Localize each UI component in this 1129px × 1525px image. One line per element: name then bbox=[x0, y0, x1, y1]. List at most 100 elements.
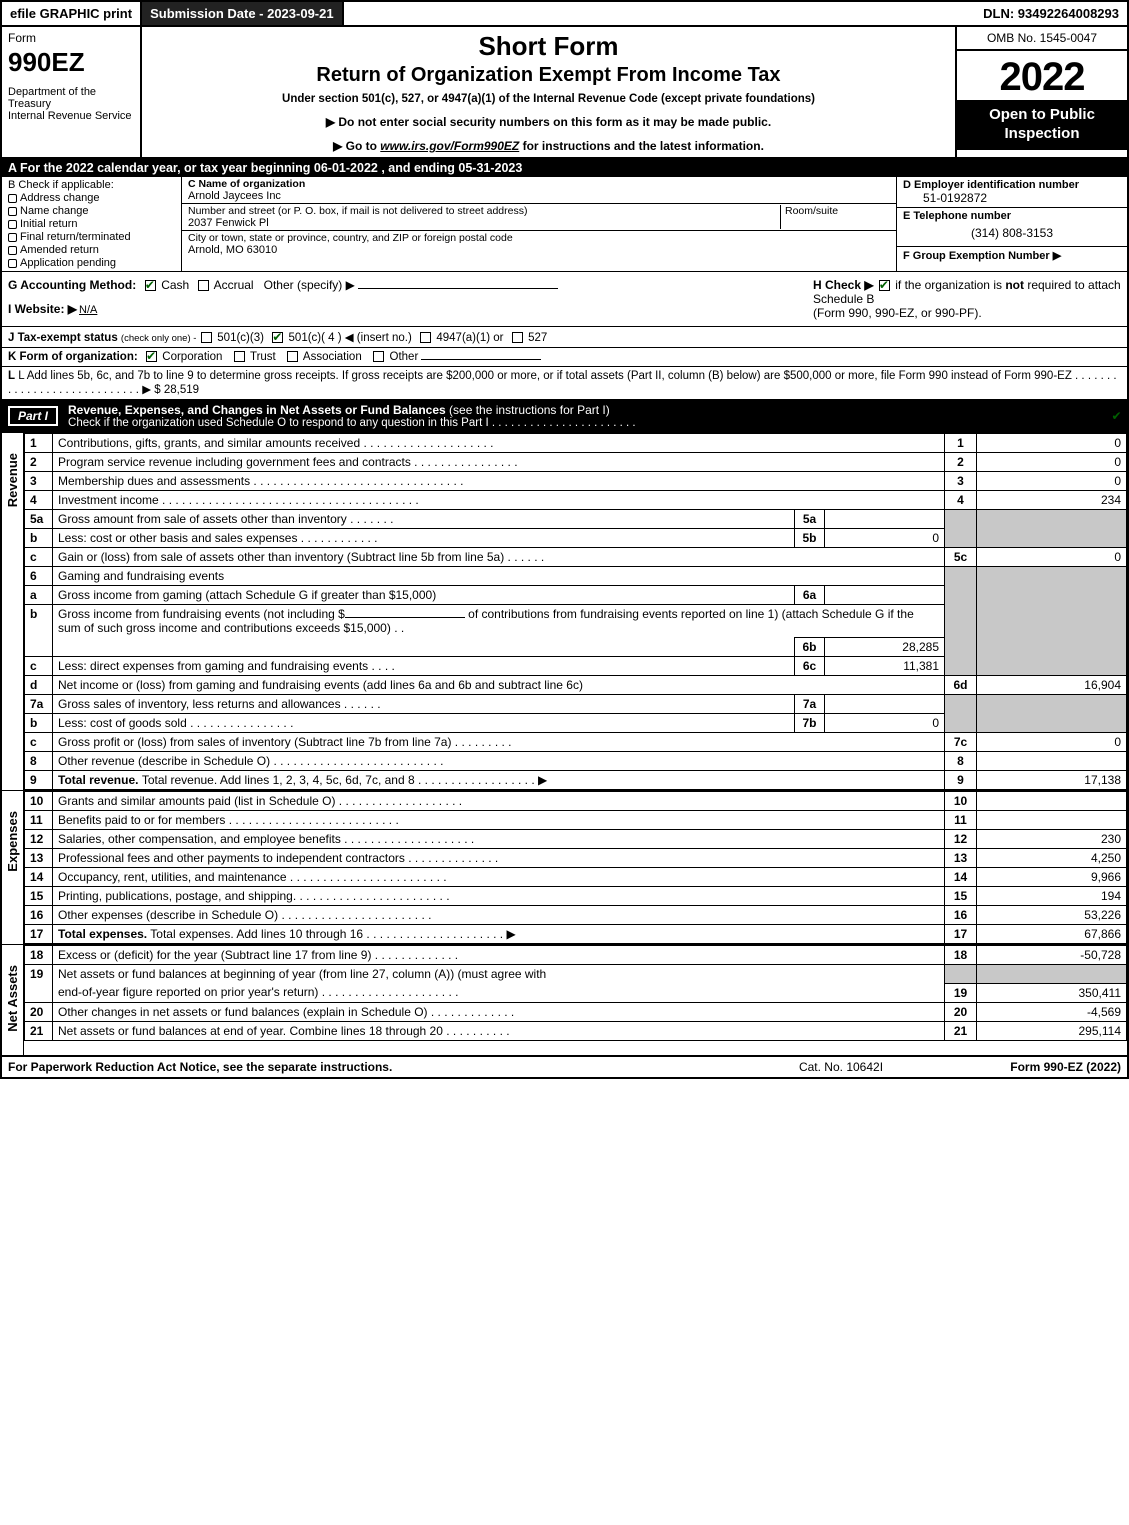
chk-501c[interactable] bbox=[272, 332, 283, 343]
line-2-val: 0 bbox=[977, 453, 1127, 472]
line-15-desc: Printing, publications, postage, and shi… bbox=[53, 887, 945, 906]
line-4-val: 234 bbox=[977, 491, 1127, 510]
i-website: I Website: ▶N/A bbox=[8, 302, 801, 316]
line-17-val: 67,866 bbox=[977, 925, 1127, 944]
line-5b-desc: Less: cost or other basis and sales expe… bbox=[53, 529, 795, 548]
chk-accrual[interactable] bbox=[198, 280, 209, 291]
line-20-val: -4,569 bbox=[977, 1002, 1127, 1021]
opt-final-return[interactable]: Final return/terminated bbox=[8, 231, 175, 243]
section-gh: G Accounting Method: Cash Accrual Other … bbox=[2, 272, 1127, 327]
section-bcd: B Check if applicable: Address change Na… bbox=[2, 177, 1127, 272]
form-label: Form bbox=[8, 31, 134, 45]
line-8-desc: Other revenue (describe in Schedule O) .… bbox=[53, 752, 945, 771]
revenue-table: 1Contributions, gifts, grants, and simil… bbox=[24, 433, 1127, 790]
footer-right: Form 990-EZ (2022) bbox=[941, 1060, 1121, 1074]
opt-application-pending[interactable]: Application pending bbox=[8, 257, 175, 269]
chk-schedule-o[interactable] bbox=[1112, 411, 1123, 422]
room-label: Room/suite bbox=[785, 205, 838, 217]
note-link: ▶ Go to www.irs.gov/Form990EZ for instru… bbox=[148, 139, 949, 153]
org-name: Arnold Jaycees Inc bbox=[188, 190, 281, 202]
line-6a-val bbox=[825, 586, 945, 605]
chk-corp[interactable] bbox=[146, 351, 157, 362]
line-6c-val: 11,381 bbox=[825, 657, 945, 676]
chk-cash[interactable] bbox=[145, 280, 156, 291]
line-18-val: -50,728 bbox=[977, 946, 1127, 965]
chk-trust[interactable] bbox=[234, 351, 245, 362]
omb-number: OMB No. 1545-0047 bbox=[957, 27, 1127, 51]
d-ein: D Employer identification number 51-0192… bbox=[897, 177, 1127, 208]
header-center: Short Form Return of Organization Exempt… bbox=[142, 27, 957, 157]
line-k: K Form of organization: Corporation Trus… bbox=[2, 348, 1127, 367]
part-i-header: Part I Revenue, Expenses, and Changes in… bbox=[2, 400, 1127, 433]
page-footer: For Paperwork Reduction Act Notice, see … bbox=[2, 1055, 1127, 1077]
line-13-val: 4,250 bbox=[977, 849, 1127, 868]
section-def: D Employer identification number 51-0192… bbox=[897, 177, 1127, 271]
line-4-desc: Investment income . . . . . . . . . . . … bbox=[53, 491, 945, 510]
expenses-vlabel: Expenses bbox=[2, 791, 24, 944]
form-title: Return of Organization Exempt From Incom… bbox=[148, 64, 949, 87]
opt-address-change[interactable]: Address change bbox=[8, 192, 175, 204]
form-subtitle: Under section 501(c), 527, or 4947(a)(1)… bbox=[148, 93, 949, 105]
chk-h[interactable] bbox=[879, 280, 890, 291]
line-18-desc: Excess or (deficit) for the year (Subtra… bbox=[53, 946, 945, 965]
line-9-desc: Total revenue. Total revenue. Add lines … bbox=[53, 771, 945, 790]
netassets-vlabel: Net Assets bbox=[2, 945, 24, 1055]
chk-501c3[interactable] bbox=[201, 332, 212, 343]
line-21-val: 295,114 bbox=[977, 1021, 1127, 1040]
line-11-desc: Benefits paid to or for members . . . . … bbox=[53, 811, 945, 830]
line-7a-desc: Gross sales of inventory, less returns a… bbox=[53, 695, 795, 714]
irs-link[interactable]: www.irs.gov/Form990EZ bbox=[380, 139, 519, 153]
line-15-val: 194 bbox=[977, 887, 1127, 906]
website-value: N/A bbox=[77, 304, 97, 316]
line-6c-desc: Less: direct expenses from gaming and fu… bbox=[53, 657, 795, 676]
line-6b-val: 28,285 bbox=[825, 638, 945, 657]
section-b: B Check if applicable: Address change Na… bbox=[2, 177, 182, 271]
line-5b-val: 0 bbox=[825, 529, 945, 548]
chk-527[interactable] bbox=[512, 332, 523, 343]
opt-amended-return[interactable]: Amended return bbox=[8, 244, 175, 256]
line-j: J Tax-exempt status (check only one) - 5… bbox=[2, 327, 1127, 348]
net-assets-section: Net Assets 18Excess or (deficit) for the… bbox=[2, 945, 1127, 1055]
line-8-val bbox=[977, 752, 1127, 771]
form-number: 990EZ bbox=[8, 47, 134, 78]
submission-date: Submission Date - 2023-09-21 bbox=[142, 2, 344, 25]
dln: DLN: 93492264008293 bbox=[975, 2, 1127, 25]
section-c: C Name of organization Arnold Jaycees In… bbox=[182, 177, 897, 271]
line-l: L L Add lines 5b, 6c, and 7b to line 9 t… bbox=[2, 367, 1127, 400]
line-7c-desc: Gross profit or (loss) from sales of inv… bbox=[53, 733, 945, 752]
opt-name-change[interactable]: Name change bbox=[8, 205, 175, 217]
other-org-input[interactable] bbox=[421, 359, 541, 360]
gross-receipts: 28,519 bbox=[164, 384, 199, 396]
other-specify-input[interactable] bbox=[358, 288, 558, 289]
open-inspection: Open to Public Inspection bbox=[957, 100, 1127, 150]
line-16-desc: Other expenses (describe in Schedule O) … bbox=[53, 906, 945, 925]
line-19a-desc: Net assets or fund balances at beginning… bbox=[53, 965, 945, 984]
c-name-row: C Name of organization Arnold Jaycees In… bbox=[182, 177, 896, 204]
line-5c-val: 0 bbox=[977, 548, 1127, 567]
efile-label: efile GRAPHIC print bbox=[2, 2, 142, 25]
org-street: 2037 Fenwick Pl bbox=[188, 217, 269, 229]
line-12-desc: Salaries, other compensation, and employ… bbox=[53, 830, 945, 849]
footer-mid: Cat. No. 10642I bbox=[741, 1060, 941, 1074]
line-14-desc: Occupancy, rent, utilities, and maintena… bbox=[53, 868, 945, 887]
revenue-section: Revenue 1Contributions, gifts, grants, a… bbox=[2, 433, 1127, 791]
line-20-desc: Other changes in net assets or fund bala… bbox=[53, 1002, 945, 1021]
h-check: H Check ▶ if the organization is not req… bbox=[807, 272, 1127, 326]
line-21-desc: Net assets or fund balances at end of ye… bbox=[53, 1021, 945, 1040]
org-city: Arnold, MO 63010 bbox=[188, 244, 277, 256]
opt-initial-return[interactable]: Initial return bbox=[8, 218, 175, 230]
line-13-desc: Professional fees and other payments to … bbox=[53, 849, 945, 868]
line-2-desc: Program service revenue including govern… bbox=[53, 453, 945, 472]
expenses-table: 10Grants and similar amounts paid (list … bbox=[24, 791, 1127, 944]
chk-other-org[interactable] bbox=[373, 351, 384, 362]
line-6b-desc: Gross income from fundraising events (no… bbox=[53, 605, 945, 638]
line-3-desc: Membership dues and assessments . . . . … bbox=[53, 472, 945, 491]
line-16-val: 53,226 bbox=[977, 906, 1127, 925]
chk-4947[interactable] bbox=[420, 332, 431, 343]
chk-assoc[interactable] bbox=[287, 351, 298, 362]
footer-left: For Paperwork Reduction Act Notice, see … bbox=[8, 1060, 741, 1074]
e-telephone: E Telephone number (314) 808-3153 bbox=[897, 208, 1127, 247]
contrib-blank[interactable] bbox=[345, 617, 465, 618]
line-5a-desc: Gross amount from sale of assets other t… bbox=[53, 510, 795, 529]
note-ssn: ▶ Do not enter social security numbers o… bbox=[148, 115, 949, 129]
